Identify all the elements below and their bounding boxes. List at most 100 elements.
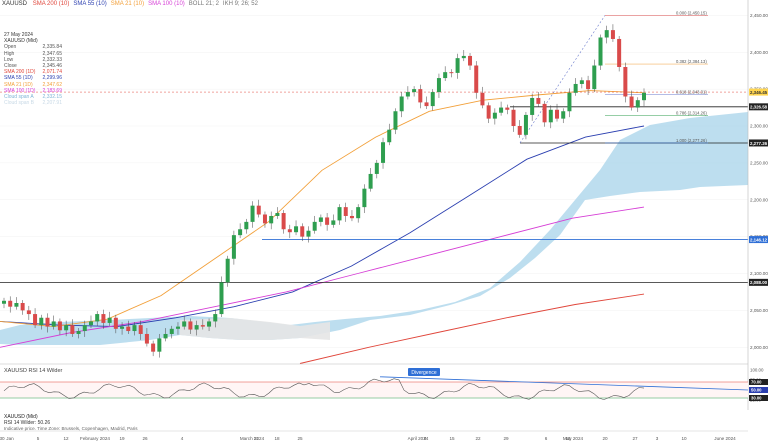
ohlc-row: Cloud span A 2,332.15 [4, 94, 62, 100]
candle-body [424, 102, 429, 107]
ohlc-row-value: 2,207.91 [42, 100, 62, 107]
candle-body [138, 325, 143, 334]
price-badge [749, 236, 768, 244]
y-tick-label: 2,050.00 [750, 308, 768, 313]
footer-source: Indicative price. Time Zone: Brussels, C… [4, 426, 138, 431]
candle-body [325, 217, 330, 225]
candle-body [642, 92, 646, 101]
candle-body [492, 112, 497, 119]
indicator-label[interactable]: SMA 55 (10) [73, 1, 107, 7]
candle-body [511, 109, 516, 126]
candle-body [82, 325, 87, 332]
candle-body [399, 96, 404, 112]
candle-body [387, 129, 392, 143]
x-tick-label: 22 [475, 436, 481, 441]
divergence-label: Divergence [411, 370, 437, 376]
indicator-label[interactable]: IKH 9; 26; 52 [222, 1, 258, 7]
ichimoku-cloud [0, 112, 748, 345]
candle-body [405, 92, 410, 97]
price-badge [749, 88, 768, 96]
fib-label: 0.618 (2,343.31) [676, 89, 707, 94]
rsi-tick-label: 100.00 [750, 368, 764, 373]
x-tick-label: 26 [142, 436, 148, 441]
candle-body [294, 226, 299, 233]
candle-body [362, 188, 367, 208]
ohlc-row-value: 2,332.15 [42, 94, 62, 101]
ohlc-row-label: SMA 55 (1D) [4, 75, 33, 82]
footer-title: XAUUSD (Mid) [4, 414, 38, 420]
indicator-label[interactable]: BOLL 21; 2 [188, 1, 219, 7]
candle-body [219, 282, 224, 315]
ohlc-row-label: Open [4, 44, 17, 51]
x-tick-label: 15 [449, 436, 455, 441]
rsi-badge [749, 395, 768, 401]
cloud-band [0, 112, 748, 345]
rsi-header: XAUUSD RSI 14 Wilder [4, 368, 63, 374]
y-tick-label: 2,200.00 [750, 197, 768, 202]
x-tick-label: 29 [503, 436, 509, 441]
candle-body [430, 92, 435, 107]
x-tick-label: 12 [63, 436, 69, 441]
chart-grid [0, 15, 748, 348]
cloud-band-grey [180, 318, 330, 340]
ohlc-row-label: Cloud span B [4, 100, 35, 107]
price-badge-label: 2,326.58 [750, 105, 768, 110]
candle-body [381, 142, 386, 163]
candle-body [113, 317, 118, 329]
y-tick-label: 2,100.00 [750, 271, 768, 276]
indicator-label[interactable]: SMA 100 (10) [148, 1, 185, 7]
candle-body [256, 205, 261, 215]
x-tick-label: June 2024 [714, 436, 736, 441]
sma-line [0, 90, 645, 328]
candle-body [182, 321, 187, 327]
ohlc-row-value: 2,347.62 [42, 81, 62, 88]
x-tick-label: April 2024 [408, 436, 429, 441]
indicator-label[interactable]: SMA 21 (10) [110, 1, 145, 7]
ohlc-row-label: SMA 100 (1D) [4, 87, 36, 94]
candle-body [144, 333, 149, 344]
price-badge-label: 2,277.26 [750, 141, 768, 146]
candle-body [617, 38, 622, 67]
price-badge [749, 103, 768, 111]
rsi-badge-label: 70.00 [751, 380, 762, 385]
candle-body [14, 303, 19, 307]
candle-body [45, 317, 50, 327]
candle-body [250, 205, 255, 222]
ohlc-row: Open 2,335.84 [4, 44, 62, 50]
candle-body [262, 214, 267, 224]
ohlc-row-label: High [4, 50, 15, 57]
candle-body [57, 321, 62, 331]
candle-body [238, 229, 243, 236]
candle-body [567, 92, 572, 112]
ohlc-row-value: 2,335.84 [42, 44, 62, 51]
candle-body [287, 229, 292, 233]
candle-body [157, 338, 162, 352]
candle-body [505, 107, 510, 110]
candle-body [76, 331, 81, 334]
price-badge-label: 2,088.00 [750, 280, 768, 285]
x-tick-label: 8 [424, 436, 427, 441]
price-badge [749, 139, 768, 147]
candle-body [207, 321, 212, 327]
x-tick-label: May 2024 [563, 436, 584, 441]
ohlc-row: SMA 100 (1D) 2,183.69 [4, 88, 62, 94]
sma-line [299, 293, 645, 364]
candle-body [312, 221, 317, 231]
ohlc-row: SMA 55 (1D) 2,299.96 [4, 75, 62, 81]
rsi-badge [749, 387, 768, 393]
ohlc-row: SMA 21 (1D) 2,347.62 [4, 82, 62, 88]
indicator-label[interactable]: SMA 200 (10) [32, 1, 70, 7]
candle-body [318, 217, 323, 222]
rsi-badge-label: 50.00 [751, 388, 762, 393]
candle-body [337, 207, 342, 221]
candle-body [95, 314, 100, 322]
x-tick-label: 27 [632, 436, 638, 441]
divergence-badge [408, 368, 440, 376]
candle-body [101, 314, 106, 323]
x-tick-label: 25 [297, 436, 303, 441]
candle-body [213, 314, 218, 322]
candle-body [418, 89, 423, 103]
x-tick-label: 18 [274, 436, 280, 441]
